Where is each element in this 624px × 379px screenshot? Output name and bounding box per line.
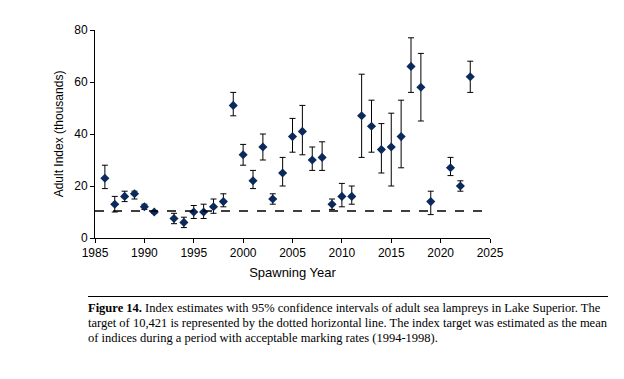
svg-text:2015: 2015 bbox=[378, 246, 405, 260]
svg-text:1985: 1985 bbox=[82, 246, 109, 260]
svg-text:2000: 2000 bbox=[230, 246, 257, 260]
svg-text:2010: 2010 bbox=[329, 246, 356, 260]
svg-text:2005: 2005 bbox=[279, 246, 306, 260]
svg-text:0: 0 bbox=[81, 231, 88, 245]
svg-text:60: 60 bbox=[74, 75, 88, 89]
svg-text:Spawning Year: Spawning Year bbox=[249, 265, 336, 280]
svg-text:2025: 2025 bbox=[477, 246, 504, 260]
html-text:Figure 14. Index estimates wit: Figure 14. Index estimates with 95% conf… bbox=[88, 301, 607, 345]
svg-text:80: 80 bbox=[74, 23, 88, 37]
svg-text:1990: 1990 bbox=[131, 246, 158, 260]
svg-text:40: 40 bbox=[74, 127, 88, 141]
svg-text:Adult Index (thousands): Adult Index (thousands) bbox=[52, 71, 66, 198]
svg-text:20: 20 bbox=[74, 179, 88, 193]
svg-text:1995: 1995 bbox=[180, 246, 207, 260]
svg-text:2020: 2020 bbox=[427, 246, 454, 260]
